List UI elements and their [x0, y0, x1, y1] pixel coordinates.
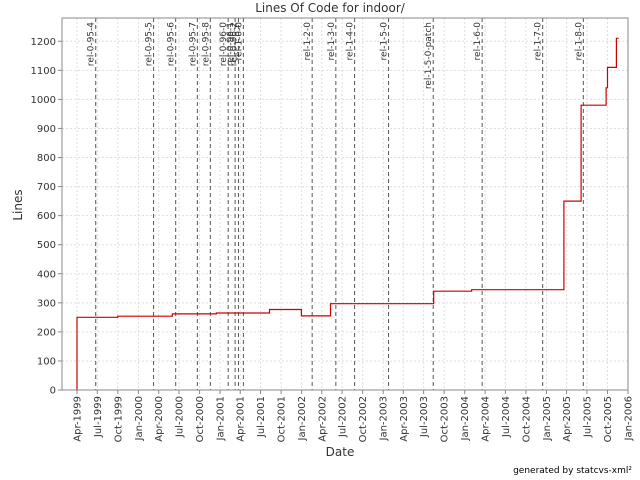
- plot-frame: [61, 17, 629, 391]
- x-tick-label: Jan-2000: [134, 396, 145, 441]
- x-tick-label: Apr-2001: [236, 396, 247, 442]
- y-axis-label: Lines: [11, 189, 25, 220]
- x-tick-label: Jan-2004: [460, 396, 471, 441]
- chart-title: Lines Of Code for indoor/: [255, 1, 406, 15]
- x-tick-label: Apr-2000: [154, 396, 165, 442]
- x-tick-label: Jan-2001: [216, 396, 227, 441]
- series-line: [76, 37, 619, 390]
- release-label: rel-1-6-0: [473, 22, 483, 61]
- release-label: rel-1-3-0: [327, 22, 337, 61]
- x-tick-label: Jan-2003: [379, 396, 390, 441]
- x-tick-label: Apr-2004: [481, 396, 492, 442]
- y-tick-label: 300: [37, 298, 56, 309]
- release-label: rel-0-95-6: [167, 22, 177, 66]
- y-tick-label: 800: [37, 153, 56, 164]
- y-tick-label: 1000: [31, 95, 56, 106]
- release-label: rel-1-2-0: [303, 22, 313, 61]
- x-tick-label: Apr-2003: [399, 396, 410, 442]
- x-tick-label: Apr-1999: [72, 396, 83, 442]
- release-label: rel-0-95-4: [87, 22, 97, 66]
- y-tick-label: 0: [50, 386, 56, 397]
- x-tick-label: Jan-2002: [297, 396, 308, 441]
- y-tick-label: 900: [37, 124, 56, 135]
- release-label: rel-1-7-0: [534, 22, 544, 61]
- x-tick-label: Oct-2004: [521, 396, 532, 442]
- release-label: rel-1-0-0: [234, 22, 244, 61]
- y-tick-label: 600: [37, 211, 56, 222]
- release-label: rel-0-96-1: [226, 22, 236, 66]
- y-axis-ticks: 0 100 200 300 400 500 600 700 800 900 1000 1100 1200: [31, 37, 62, 397]
- release-label: rel-0-96-0: [219, 22, 229, 66]
- x-tick-label: Apr-2005: [562, 396, 573, 442]
- y-tick-label: 100: [37, 356, 56, 367]
- x-tick-label: Oct-2005: [603, 396, 614, 442]
- x-axis-label: Date: [326, 445, 355, 459]
- release-label: rel-1-5-0-patch: [424, 22, 434, 89]
- release-label: rel-0-95-5: [145, 22, 155, 66]
- x-tick-label: Jan-2006: [624, 396, 635, 441]
- x-tick-label: Jul-2005: [582, 396, 593, 438]
- x-tick-label: Oct-2000: [195, 396, 206, 442]
- x-tick-label: Oct-2002: [358, 396, 369, 442]
- x-tick-label: Oct-1999: [113, 396, 124, 442]
- release-label: rel-1-5-0: [380, 22, 390, 61]
- release-label: rel-0-95-7: [188, 22, 198, 66]
- y-tick-label: 1100: [31, 66, 56, 77]
- y-tick-label: 1200: [31, 37, 56, 48]
- x-tick-label: Apr-2002: [317, 396, 328, 442]
- x-tick-label: Jul-2001: [256, 396, 267, 438]
- y-tick-label: 200: [37, 327, 56, 338]
- y-tick-label: 400: [37, 269, 56, 280]
- release-markers: rel-0-95-4 rel-0-95-5 rel-0-95-6 rel-0-95-7…: [87, 18, 584, 390]
- release-label: rel-1-8-0: [574, 22, 584, 61]
- x-tick-label: Jan-2005: [542, 396, 553, 441]
- series-layer: [76, 37, 619, 390]
- credit-text: generated by statcvs-xml²: [513, 466, 632, 476]
- x-tick-label: Jul-2000: [175, 396, 186, 438]
- grid-lines: [62, 18, 629, 391]
- release-label: rel-1-4-0: [346, 22, 356, 61]
- y-tick-label: 500: [37, 240, 56, 251]
- release-label: rel-0-95-8: [201, 22, 211, 66]
- x-tick-label: Jul-2002: [338, 396, 349, 438]
- release-label: rel-0-96-2: [229, 22, 239, 66]
- x-tick-label: Oct-2001: [277, 396, 288, 442]
- x-tick-label: Oct-2003: [440, 396, 451, 442]
- x-tick-label: Jul-2004: [501, 396, 512, 438]
- y-tick-label: 700: [37, 182, 56, 193]
- x-tick-label: Jul-1999: [93, 396, 104, 438]
- x-axis-ticks: Apr-1999 Jul-1999 Oct-1999 Jan-2000 Apr-2000…: [72, 390, 635, 442]
- x-tick-label: Jul-2003: [419, 396, 430, 438]
